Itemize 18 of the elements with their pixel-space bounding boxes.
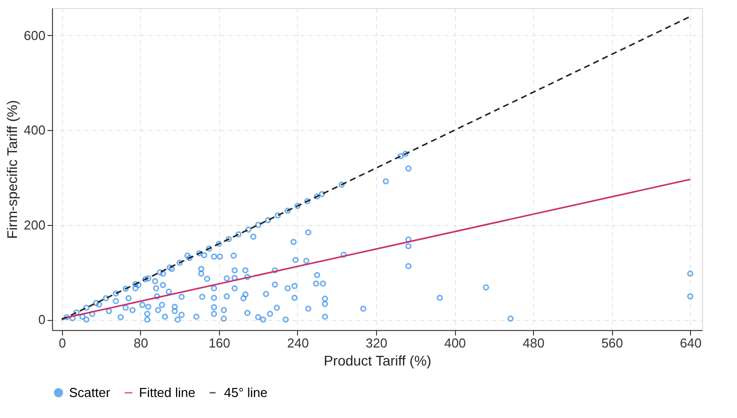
- legend-label: 45° line: [224, 384, 268, 400]
- x-tick-label: 400: [444, 336, 466, 350]
- y-axis-title: Firm-specific Tariff (%): [4, 100, 20, 239]
- x-tick-label: 0: [58, 336, 66, 350]
- y-tick-label: 0: [38, 312, 46, 328]
- x-axis-title: Product Tariff (%): [324, 352, 432, 368]
- y-tick-label: 400: [24, 122, 46, 138]
- x-tick-label: 240: [287, 336, 309, 350]
- x-tick-label: 160: [208, 336, 230, 350]
- legend-label: Fitted line: [139, 384, 196, 400]
- y-tick-label: 600: [24, 28, 46, 43]
- legend-label: Scatter: [69, 384, 111, 400]
- y-tick-label: 200: [24, 217, 46, 232]
- x-tick-label: 320: [366, 336, 388, 350]
- x-tick-label: 560: [601, 336, 624, 350]
- x-tick-label: 80: [134, 336, 148, 350]
- x-tick-label: 480: [522, 336, 544, 350]
- x-tick-label: 640: [680, 336, 702, 350]
